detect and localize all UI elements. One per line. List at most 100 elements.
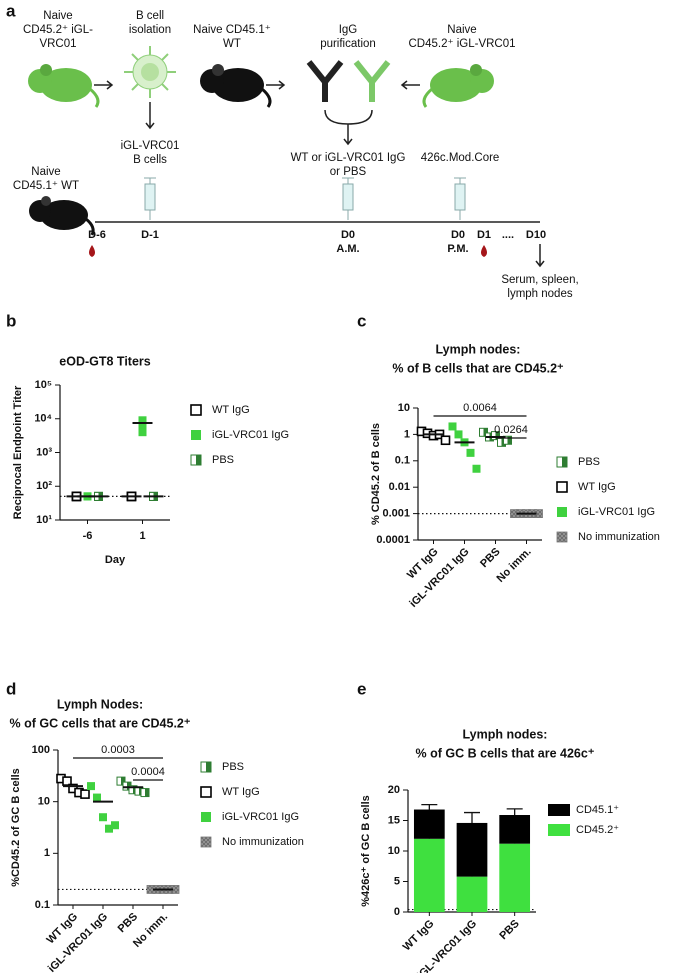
- time-label: D-6: [88, 229, 106, 241]
- arrow: [535, 244, 545, 268]
- point: [454, 430, 463, 439]
- p-value: 0.0003: [101, 744, 135, 756]
- p-value: 0.0064: [463, 402, 497, 414]
- panel-label: d: [6, 679, 16, 698]
- point: [440, 435, 451, 446]
- blood-drop: [89, 245, 487, 257]
- label: WT or iGL-VRC01 IgG: [291, 152, 406, 164]
- y-tick-label: 100: [32, 744, 50, 756]
- label: isolation: [129, 24, 171, 36]
- legend-marker: [200, 761, 212, 773]
- y-tick-label: 10³: [36, 446, 52, 458]
- point: [479, 427, 488, 437]
- legend-label: WT IgG: [212, 404, 250, 416]
- legend-marker: [556, 531, 568, 543]
- time-label: D10: [526, 229, 546, 241]
- y-tick-label: 10⁵: [35, 379, 52, 391]
- y-tick-label: 1: [44, 847, 50, 859]
- y-tick-label: 10: [398, 402, 410, 414]
- bar-segment: [456, 876, 488, 912]
- legend-marker: [190, 404, 202, 416]
- point: [62, 776, 72, 786]
- schematic: a Naive CD45.2⁺ iGL- VRC01 B cell isolat…: [6, 1, 579, 300]
- chart-title: Lymph nodes:: [463, 727, 548, 741]
- point: [80, 789, 90, 799]
- label: WT: [223, 38, 241, 50]
- time-label: P.M.: [447, 243, 468, 255]
- panel-label: e: [357, 679, 366, 698]
- bar-segment: [456, 822, 488, 877]
- x-axis-label: Day: [105, 554, 126, 566]
- label: 426c.Mod.Core: [421, 152, 500, 164]
- x-tick-label: iGL-VRC01 IgG: [407, 546, 471, 610]
- label: IgG: [339, 24, 358, 36]
- point: [93, 793, 101, 802]
- y-tick-label: 10: [388, 845, 400, 857]
- point: [87, 782, 95, 791]
- label: iGL-VRC01: [121, 140, 180, 152]
- legend-label: PBS: [222, 761, 244, 773]
- bar-segment: [413, 838, 445, 912]
- label: Serum, spleen,: [501, 274, 578, 286]
- point: [491, 431, 500, 441]
- point: [472, 464, 481, 473]
- bracket-arrow: [324, 109, 373, 146]
- mouse-black: [29, 196, 95, 236]
- mouse-green: [28, 64, 100, 108]
- y-tick-label: 1: [404, 428, 410, 440]
- bar-segment: [499, 843, 531, 912]
- bar-segment: [413, 809, 445, 839]
- point: [503, 435, 512, 445]
- syringes: [144, 177, 466, 220]
- y-axis-label: %426c⁺ of GC B cells: [360, 795, 372, 907]
- label: Naive: [31, 166, 60, 178]
- point: [466, 448, 475, 457]
- b-cell: [124, 46, 176, 98]
- point: [111, 821, 119, 830]
- y-tick-label: 15: [388, 814, 400, 826]
- legend-label: CD45.1⁺: [576, 804, 619, 816]
- point: [116, 776, 126, 786]
- chart-title: % of GC B cells that are 426c⁺: [416, 746, 595, 760]
- label: lymph nodes: [507, 288, 572, 300]
- y-tick-label: 0.001: [382, 508, 410, 520]
- panel-label: b: [6, 311, 16, 330]
- legend-marker: [191, 430, 201, 440]
- label: B cell: [136, 10, 164, 22]
- error-bar: [464, 811, 480, 823]
- chart-title: Lymph Nodes:: [57, 697, 143, 711]
- x-tick-label: PBS: [478, 546, 502, 570]
- chart-title: eOD-GT8 Titers: [59, 354, 151, 368]
- label: Naive: [447, 24, 476, 36]
- y-tick-label: 0.1: [35, 899, 50, 911]
- legend-label: iGL-VRC01 IgG: [578, 506, 655, 518]
- x-tick-label: -6: [83, 530, 93, 542]
- label: purification: [320, 38, 376, 50]
- mouse-black: [200, 64, 272, 108]
- chart-title: Lymph nodes:: [436, 342, 521, 356]
- legend-label: No immunization: [222, 836, 304, 848]
- y-tick-label: 0.1: [395, 455, 410, 467]
- legend-label: PBS: [578, 456, 600, 468]
- label: CD45.1⁺ WT: [13, 180, 79, 192]
- point: [99, 813, 107, 822]
- y-tick-label: 10⁴: [34, 413, 52, 425]
- error-bar: [421, 803, 438, 810]
- label: VRC01: [39, 38, 76, 50]
- p-value: 0.0264: [494, 424, 528, 436]
- y-tick-label: 0.0001: [376, 534, 410, 546]
- time-label: A.M.: [336, 243, 359, 255]
- legend-marker: [190, 454, 202, 466]
- label: Naive: [43, 10, 72, 22]
- legend-label: CD45.2⁺: [576, 824, 619, 836]
- panel-label: c: [357, 311, 366, 330]
- x-tick-label: 1: [139, 530, 145, 542]
- arrow: [145, 102, 155, 130]
- panel-label: a: [6, 1, 16, 20]
- legend-label: iGL-VRC01 IgG: [222, 811, 299, 823]
- bar-segment: [499, 815, 531, 844]
- label: Naive CD45.1⁺: [193, 24, 271, 36]
- point: [138, 428, 147, 437]
- arrow: [400, 80, 420, 90]
- time-label: D-1: [141, 229, 159, 241]
